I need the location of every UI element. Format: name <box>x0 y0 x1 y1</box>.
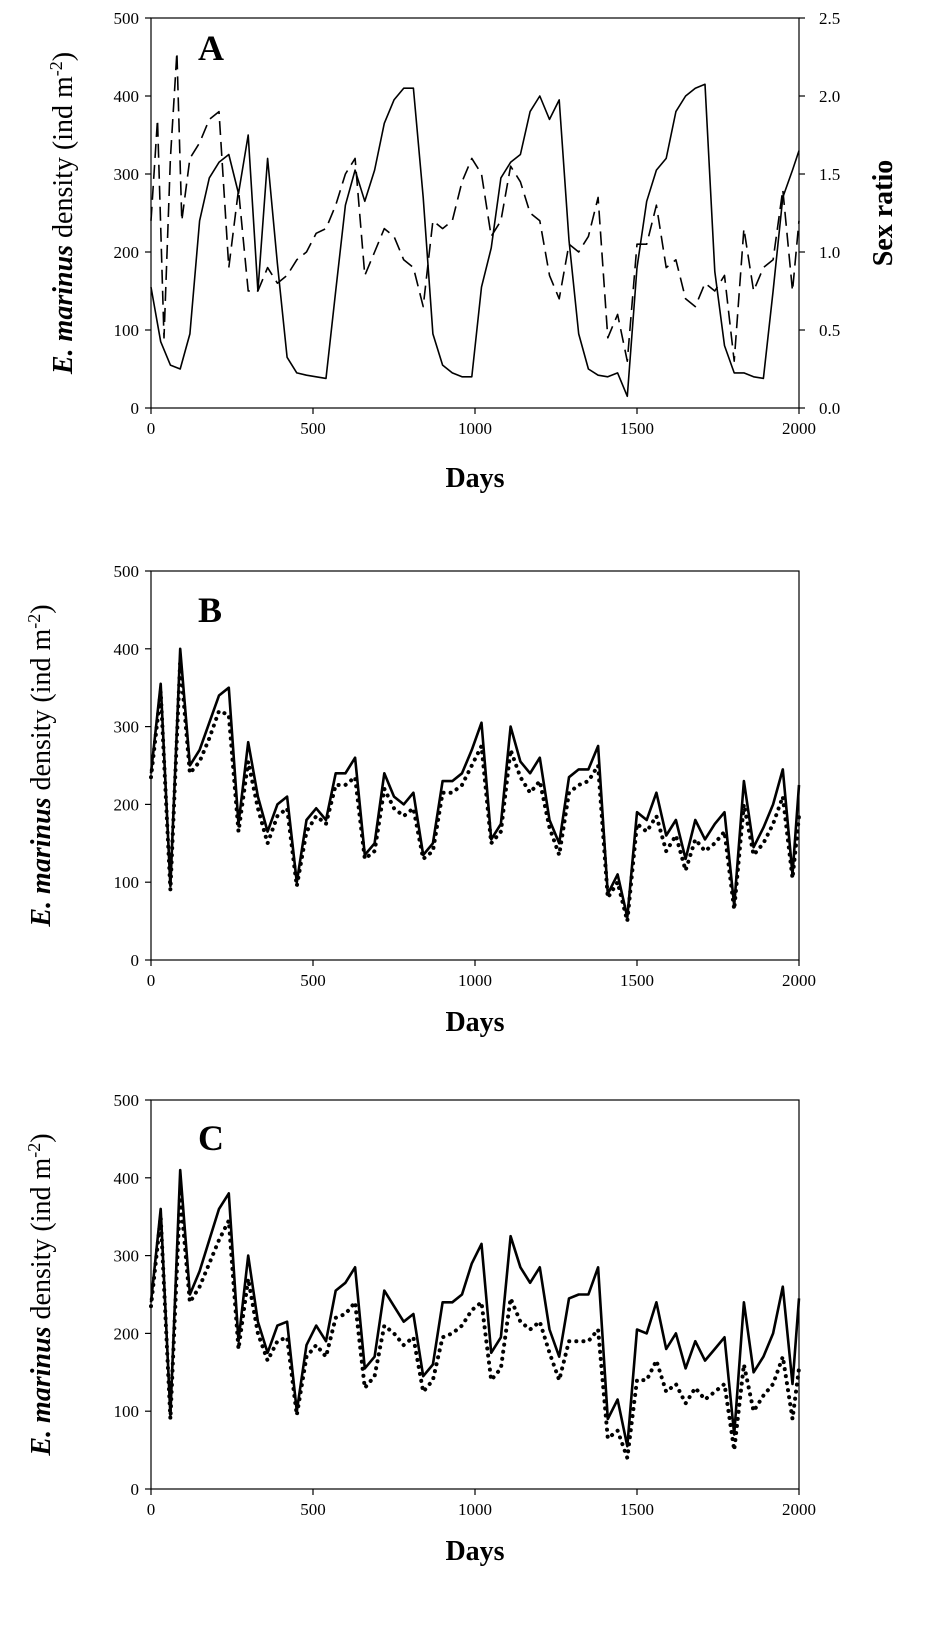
panel-B: 0 500 1000 1500 2000 0 100 200 300 400 500 Days E. m… <box>24 562 816 1038</box>
y-tick-label: 500 <box>114 1091 140 1110</box>
y-tick-label: 300 <box>114 718 140 737</box>
series-line-solid <box>149 1168 801 1448</box>
y-axis-label-text: density (ind m <box>26 628 57 797</box>
panel-C: 0 500 1000 1500 2000 0 100 200 300 400 500 Days E. m… <box>24 1091 816 1567</box>
y-tick-label: 0 <box>131 399 140 418</box>
y-axis-label-text: density (ind m <box>48 76 79 245</box>
y-tick-label: 100 <box>114 1402 140 1421</box>
y-right-axis-label: Sex ratio <box>868 160 899 267</box>
x-tick-label: 0 <box>147 1500 156 1519</box>
y-axis-label-close: ) <box>48 52 79 61</box>
panel-letter: B <box>198 590 222 630</box>
x-tick-label: 1500 <box>620 971 654 990</box>
y-axis-label: E. marinus density (ind m-2) <box>24 1133 57 1456</box>
y-tick-label: 500 <box>114 9 140 28</box>
y-tick-label: 200 <box>114 795 140 814</box>
series-line-dotted <box>149 658 801 924</box>
y-tick-label: 100 <box>114 873 140 892</box>
y-axis-label-species: E. marinus <box>48 245 79 375</box>
y-axis-label-sup: -2 <box>24 1143 44 1158</box>
series-line-dashed <box>150 51 800 363</box>
y-tick-label: 300 <box>114 165 140 184</box>
x-tick-label: 1000 <box>458 971 492 990</box>
x-axis-label: Days <box>445 1536 504 1567</box>
y-tick-label: 100 <box>114 321 140 340</box>
x-tick-label: 500 <box>300 1500 326 1519</box>
y-right-tick-label: 0.0 <box>819 399 840 418</box>
y-axis-label-species: E. marinus <box>26 797 57 927</box>
x-tick-label: 1000 <box>458 419 492 438</box>
y-tick-label: 200 <box>114 243 140 262</box>
y-right-tick-label: 2.5 <box>819 9 840 28</box>
x-tick-label: 1000 <box>458 1500 492 1519</box>
y-axis-label-close: ) <box>26 604 57 613</box>
y-right-tick-label: 0.5 <box>819 321 840 340</box>
series-line-solid <box>150 83 800 398</box>
series-line-solid <box>149 647 801 919</box>
y-axis-label-sup: -2 <box>46 61 66 76</box>
x-tick-label: 0 <box>147 971 156 990</box>
y-right-tick-label: 2.0 <box>819 87 840 106</box>
y-tick-label: 0 <box>131 951 140 970</box>
x-tick-label: 500 <box>300 419 326 438</box>
panel-A: 0 500 1000 1500 2000 0 100 200 300 400 500 0.0 0.5 1.… <box>46 9 899 494</box>
x-axis-label: Days <box>445 1007 504 1038</box>
x-tick-label: 2000 <box>782 1500 816 1519</box>
plot-frame <box>150 1099 800 1490</box>
y-axis-label: E. marinus density (ind m-2) <box>24 604 57 927</box>
y-tick-label: 0 <box>131 1480 140 1499</box>
panel-letter: A <box>198 28 224 68</box>
plot-frame <box>150 570 800 961</box>
panel-letter: C <box>198 1118 224 1158</box>
x-tick-label: 2000 <box>782 419 816 438</box>
x-tick-label: 2000 <box>782 971 816 990</box>
x-tick-label: 500 <box>300 971 326 990</box>
x-tick-label: 0 <box>147 419 156 438</box>
y-tick-label: 400 <box>114 1169 140 1188</box>
y-right-tick-label: 1.5 <box>819 165 840 184</box>
x-tick-label: 1500 <box>620 1500 654 1519</box>
y-tick-label: 300 <box>114 1247 140 1266</box>
y-right-tick-label: 1.0 <box>819 243 840 262</box>
y-axis-label-sup: -2 <box>24 614 44 629</box>
y-axis-label-close: ) <box>26 1133 57 1142</box>
y-tick-label: 500 <box>114 562 140 581</box>
y-axis-label: E. marinus density (ind m-2) <box>46 52 79 375</box>
y-axis-label-text: density (ind m <box>26 1157 57 1326</box>
y-tick-label: 200 <box>114 1324 140 1343</box>
x-axis-label: Days <box>445 463 504 494</box>
y-axis-label-species: E. marinus <box>26 1326 57 1456</box>
y-tick-label: 400 <box>114 87 140 106</box>
y-tick-label: 400 <box>114 640 140 659</box>
series-line-dotted <box>149 1191 801 1460</box>
x-tick-label: 1500 <box>620 419 654 438</box>
